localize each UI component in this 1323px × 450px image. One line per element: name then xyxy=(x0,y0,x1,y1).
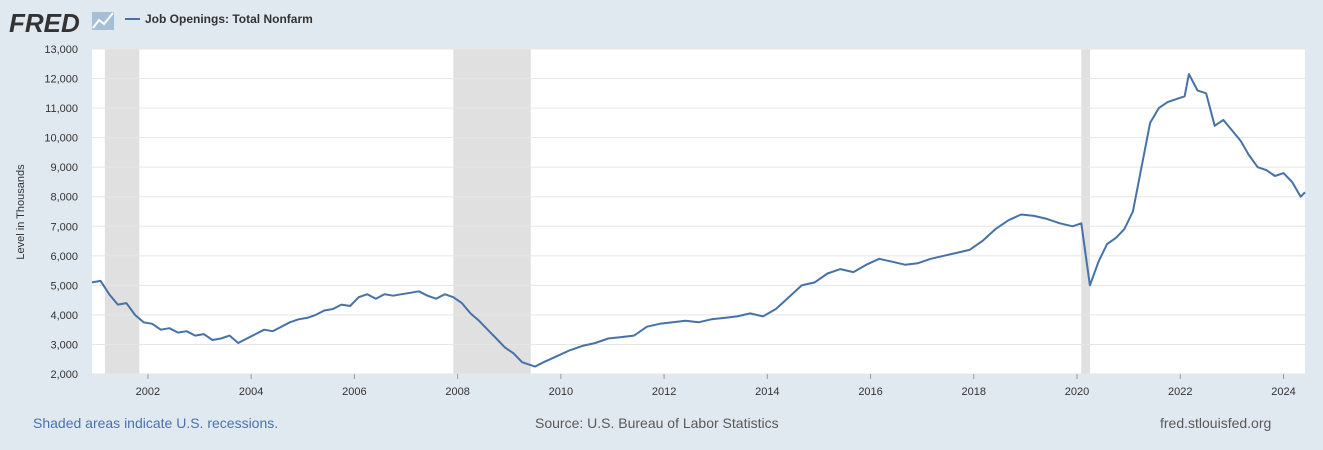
y-tick-label: 11,000 xyxy=(45,103,78,115)
x-axis-ticks: 2002 2004 2006 2008 2010 2012 2014 2016 2018 2020… xyxy=(136,374,1296,398)
legend-label: Job Openings: Total Nonfarm xyxy=(145,12,313,26)
plot-area xyxy=(92,49,1305,374)
x-tick-label: 2020 xyxy=(1065,386,1089,398)
y-tick-label: 10,000 xyxy=(44,133,78,145)
grid-lines xyxy=(92,48,1305,375)
y-tick-label: 6,000 xyxy=(50,251,78,263)
x-tick-label: 2002 xyxy=(136,386,160,398)
recession-band-2 xyxy=(1081,49,1090,374)
y-tick-label: 9,000 xyxy=(50,162,78,174)
y-tick-label: 13,000 xyxy=(44,44,78,56)
x-tick-label: 2004 xyxy=(239,386,263,398)
y-tick-label: 3,000 xyxy=(50,339,78,351)
source-text: Source: U.S. Bureau of Labor Statistics xyxy=(535,415,779,431)
x-tick-label: 2006 xyxy=(342,386,366,398)
x-tick-label: 2012 xyxy=(652,386,676,398)
fred-graph-icon xyxy=(92,12,114,30)
x-tick-label: 2024 xyxy=(1271,386,1295,398)
x-tick-label: 2018 xyxy=(962,386,986,398)
y-axis-ticks: 2,000 3,000 4,000 5,000 6,000 7,000 8,000 9,000… xyxy=(44,44,78,381)
y-tick-label: 8,000 xyxy=(50,192,78,204)
y-tick-label: 7,000 xyxy=(50,221,78,233)
recession-note[interactable]: Shaded areas indicate U.S. recessions. xyxy=(33,415,279,431)
y-tick-label: 4,000 xyxy=(50,310,78,322)
x-tick-label: 2014 xyxy=(755,386,779,398)
site-link[interactable]: fred.stlouisfed.org xyxy=(1160,415,1272,431)
fred-logo-text: FRED xyxy=(9,8,80,38)
y-tick-label: 5,000 xyxy=(50,280,78,292)
y-tick-label: 2,000 xyxy=(50,369,78,381)
fred-logo[interactable]: FRED xyxy=(9,8,114,38)
x-tick-label: 2010 xyxy=(549,386,573,398)
x-tick-label: 2016 xyxy=(858,386,882,398)
recession-band-0 xyxy=(104,49,140,374)
recession-bands xyxy=(104,49,1090,374)
series-line-job-openings xyxy=(91,73,1306,368)
y-tick-label: 12,000 xyxy=(44,74,78,86)
x-tick-label: 2022 xyxy=(1168,386,1192,398)
recession-band-1 xyxy=(453,49,531,374)
x-tick-label: 2008 xyxy=(445,386,469,398)
y-axis-label: Level in Thousands xyxy=(15,164,27,260)
